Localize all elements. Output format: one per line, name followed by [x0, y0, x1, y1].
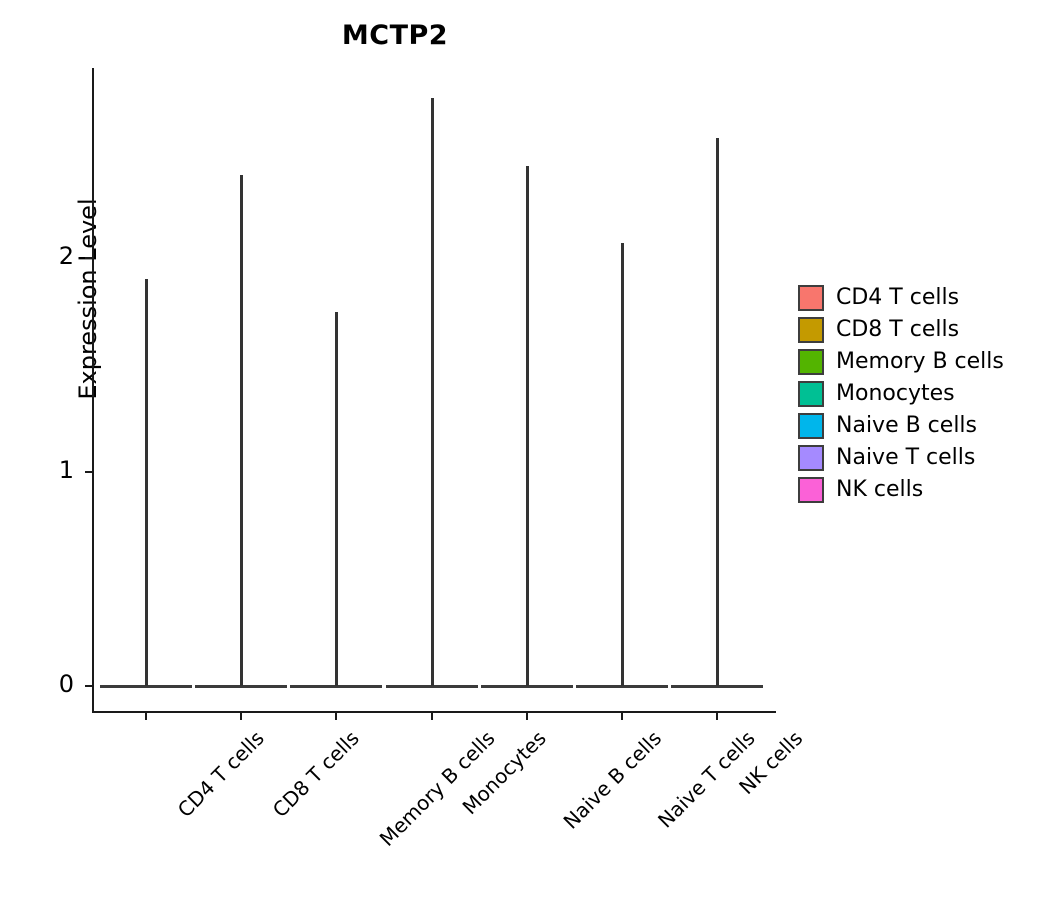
violin-base [576, 685, 668, 688]
legend-item-label: Naive T cells [836, 445, 976, 470]
x-tick-mark [525, 713, 528, 720]
violin-spike [621, 243, 624, 686]
y-axis-line [92, 68, 94, 713]
legend-item-label: Memory B cells [836, 349, 1004, 374]
violin-base [195, 685, 288, 688]
legend-swatch-icon [798, 413, 824, 439]
legend-item[interactable]: Memory B cells [798, 346, 1004, 378]
y-tick-mark [85, 471, 92, 473]
legend-swatch-icon [798, 285, 824, 311]
violin-spike [335, 311, 339, 686]
violin-base [671, 685, 764, 688]
legend-item[interactable]: NK cells [798, 474, 1004, 506]
violin-spike [525, 165, 529, 686]
legend-swatch-icon [798, 381, 824, 407]
y-tick-label: 2 [58, 242, 74, 270]
legend-swatch-icon [798, 349, 824, 375]
y-axis-title: Expression Level [74, 198, 102, 400]
violin-spike [240, 174, 244, 686]
legend-swatch-icon [798, 477, 824, 503]
legend-item[interactable]: Naive B cells [798, 410, 1004, 442]
x-tick-mark [621, 713, 623, 720]
violin-spike [430, 97, 434, 686]
violin-base [100, 685, 192, 688]
legend: CD4 T cells CD8 T cells Memory B cells Mono… [798, 282, 1004, 506]
violin-base [480, 685, 573, 688]
violin-spike [145, 279, 148, 686]
x-tick-label-text: Naive B cells [558, 726, 666, 834]
x-tick-mark [716, 713, 719, 720]
legend-item-label: Monocytes [836, 381, 955, 406]
x-tick-label: CD8 T cells [268, 726, 364, 822]
y-tick-label: 0 [58, 670, 74, 698]
x-axis-line [92, 711, 776, 713]
legend-item[interactable]: Naive T cells [798, 442, 1004, 474]
x-tick-mark [430, 713, 433, 720]
legend-item[interactable]: Monocytes [798, 378, 1004, 410]
violin-base [290, 685, 383, 688]
x-tick-mark [240, 713, 243, 720]
legend-item[interactable]: CD8 T cells [798, 314, 1004, 346]
legend-item-label: CD4 T cells [836, 285, 960, 310]
legend-item-label: NK cells [836, 477, 924, 502]
x-tick-label-text: CD8 T cells [267, 726, 365, 823]
legend-swatch-icon [798, 317, 824, 343]
y-tick-mark [85, 257, 92, 259]
legend-swatch-icon [798, 445, 824, 471]
x-tick-mark [335, 713, 338, 720]
page-title: MCTP2 [341, 20, 449, 51]
x-tick-label: Naive B cells [558, 726, 666, 834]
legend-item-label: CD8 T cells [836, 317, 960, 342]
legend-item[interactable]: CD4 T cells [798, 282, 1004, 314]
x-tick-label-text: CD4 T cells [172, 726, 269, 823]
x-tick-label: CD4 T cells [173, 726, 269, 822]
legend-item-label: Naive B cells [836, 413, 978, 438]
violin-spike [716, 138, 720, 686]
violin-base [385, 685, 478, 688]
x-tick-mark [145, 713, 147, 720]
y-tick-mark [85, 685, 92, 687]
y-tick-label: 1 [58, 456, 74, 484]
